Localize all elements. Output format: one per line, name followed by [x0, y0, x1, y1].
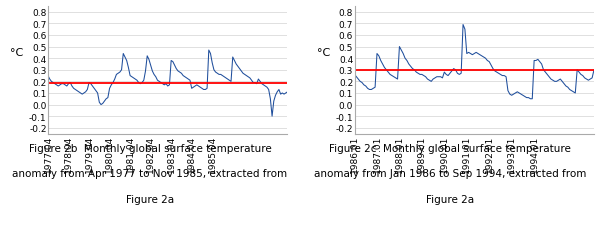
- Y-axis label: °C: °C: [10, 48, 23, 58]
- Text: anomaly from Jan 1986 to Sep 1994, extracted from: anomaly from Jan 1986 to Sep 1994, extra…: [314, 169, 586, 179]
- Text: Figure 2a: Figure 2a: [426, 194, 474, 204]
- Text: anomaly from Apr 1977 to Nov 1985, extracted from: anomaly from Apr 1977 to Nov 1985, extra…: [13, 169, 287, 179]
- Text: Figure 2a: Figure 2a: [126, 194, 174, 204]
- Y-axis label: °C: °C: [317, 48, 330, 58]
- Text: Figure 2b  Monthly global surface temperature: Figure 2b Monthly global surface tempera…: [29, 143, 271, 153]
- Text: Figure 2c  Monthly global surface temperature: Figure 2c Monthly global surface tempera…: [329, 143, 571, 153]
